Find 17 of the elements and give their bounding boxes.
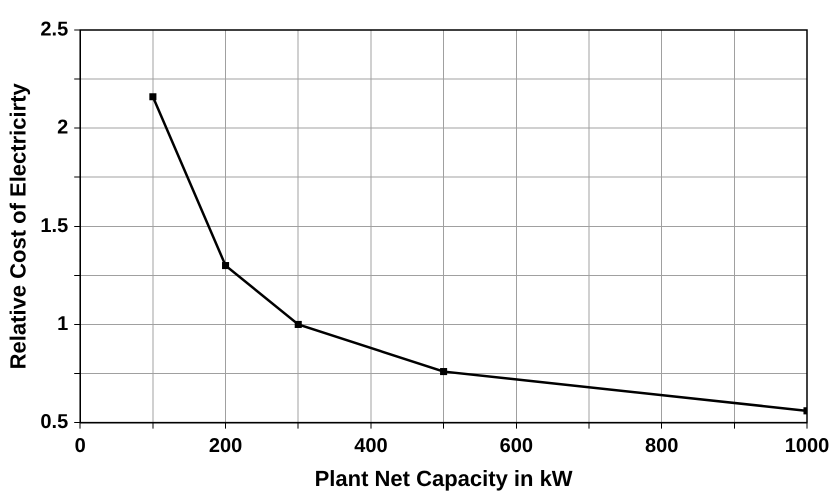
- point: [440, 368, 448, 376]
- x-tick-label: 800: [644, 435, 678, 458]
- point: [222, 262, 230, 270]
- y-tick-label: 0.5: [40, 411, 68, 434]
- x-tick-label: 1000: [784, 435, 830, 458]
- x-tick-label: 600: [500, 435, 533, 458]
- y-tick-label: 2: [57, 116, 68, 139]
- x-tick-label: 200: [208, 435, 242, 458]
- point: [149, 93, 156, 100]
- y-tick-label: 1.5: [40, 214, 68, 237]
- x-tick-label: 0: [74, 435, 86, 458]
- y-tick-label: 2.5: [40, 18, 68, 41]
- x-tick-label: 400: [354, 435, 388, 458]
- x-axis-title: Plant Net Capacity in kW: [314, 466, 573, 491]
- y-tick-label: 1: [57, 312, 68, 335]
- point: [294, 320, 302, 328]
- y-axis-title: Relative Cost of Electricirty: [5, 82, 30, 370]
